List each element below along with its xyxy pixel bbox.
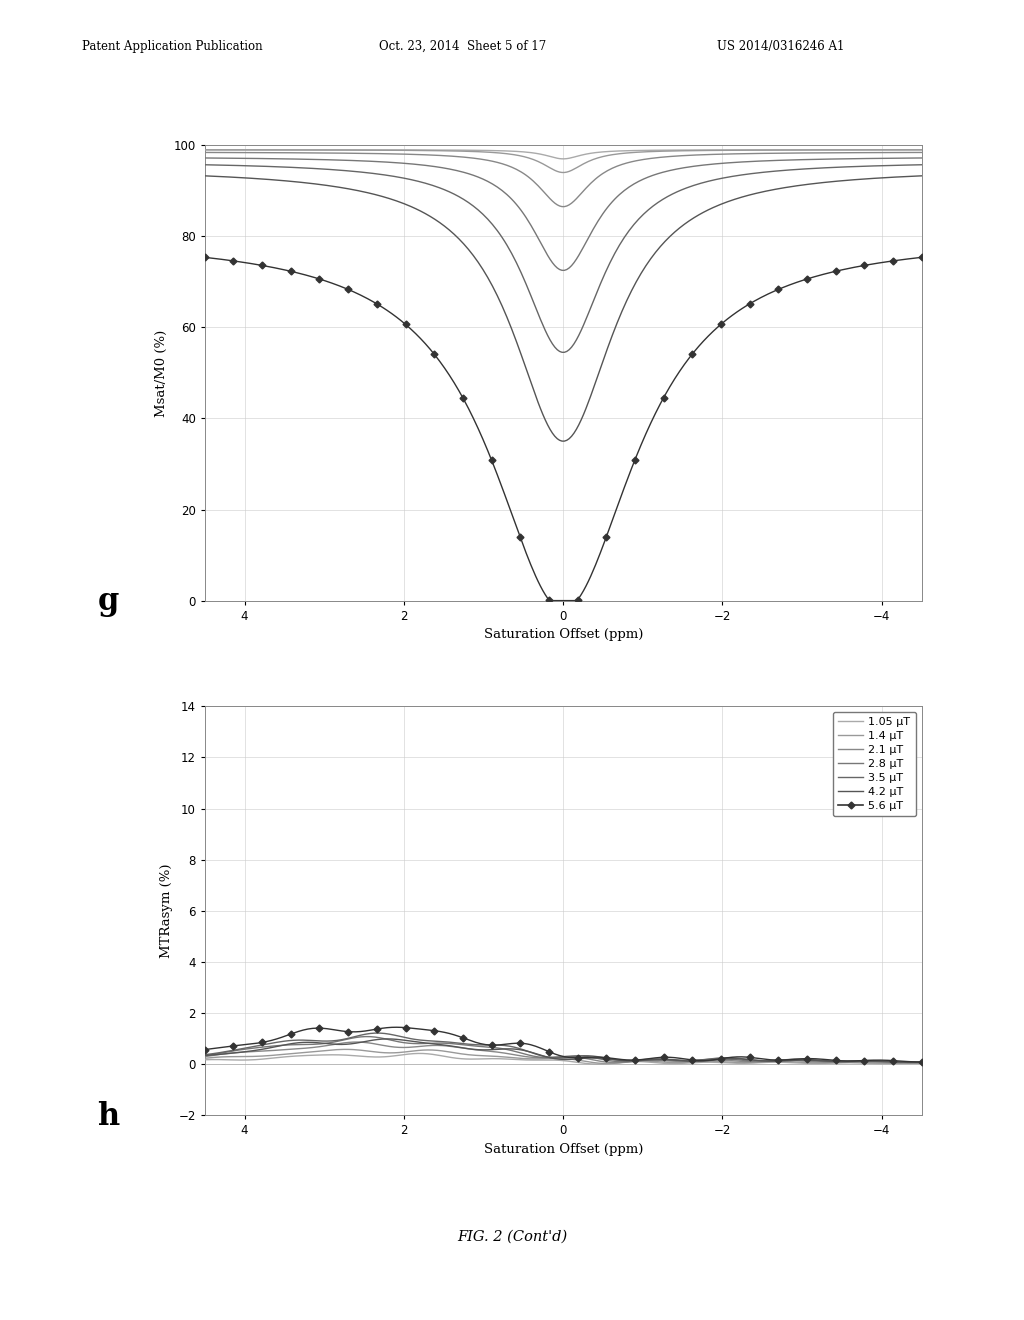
Text: US 2014/0316246 A1: US 2014/0316246 A1 [717, 40, 844, 53]
4.2 μT [626, 1053, 638, 1069]
4.2 μT [915, 1055, 928, 1071]
X-axis label: Saturation Offset (ppm): Saturation Offset (ppm) [483, 628, 643, 642]
1.05 μT [201, 1052, 213, 1068]
Line: 3.5 μT: 3.5 μT [205, 1034, 922, 1063]
3.5 μT [903, 1055, 915, 1071]
5.6 μT [805, 1051, 817, 1067]
Text: FIG. 2 (Cont'd): FIG. 2 (Cont'd) [457, 1230, 567, 1243]
3.5 μT [640, 1052, 652, 1068]
4.2 μT [640, 1052, 652, 1068]
4.2 μT [805, 1052, 817, 1068]
Line: 5.6 μT: 5.6 μT [205, 1027, 922, 1063]
Y-axis label: MTRasym (%): MTRasym (%) [160, 863, 173, 958]
3.5 μT [372, 1026, 384, 1041]
3.5 μT [628, 1052, 640, 1068]
1.4 μT [628, 1053, 640, 1069]
1.4 μT [642, 1053, 654, 1069]
2.8 μT [201, 1048, 213, 1064]
1.4 μT [201, 1051, 213, 1067]
1.4 μT [199, 1051, 211, 1067]
2.8 μT [851, 1053, 863, 1069]
2.1 μT [851, 1053, 863, 1069]
1.05 μT [415, 1045, 427, 1061]
Line: 2.8 μT: 2.8 μT [205, 1036, 922, 1063]
2.1 μT [626, 1053, 638, 1069]
Legend: 1.05 μT, 1.4 μT, 2.1 μT, 2.8 μT, 3.5 μT, 4.2 μT, 5.6 μT: 1.05 μT, 1.4 μT, 2.1 μT, 2.8 μT, 3.5 μT,… [833, 711, 916, 816]
3.5 μT [201, 1047, 213, 1063]
4.2 μT [628, 1053, 640, 1069]
5.6 μT [915, 1055, 928, 1071]
5.6 μT [851, 1053, 863, 1069]
2.8 μT [805, 1053, 817, 1069]
1.05 μT [915, 1056, 928, 1072]
Line: 1.05 μT: 1.05 μT [205, 1053, 922, 1064]
2.8 μT [361, 1028, 374, 1044]
2.1 μT [915, 1055, 928, 1071]
2.1 μT [349, 1034, 361, 1049]
5.6 μT [626, 1052, 638, 1068]
3.5 μT [626, 1052, 638, 1068]
3.5 μT [805, 1052, 817, 1068]
2.1 μT [805, 1053, 817, 1069]
X-axis label: Saturation Offset (ppm): Saturation Offset (ppm) [483, 1143, 643, 1156]
Text: g: g [97, 586, 119, 616]
5.6 μT [201, 1041, 213, 1057]
4.2 μT [201, 1047, 213, 1063]
2.8 μT [640, 1052, 652, 1068]
2.1 μT [201, 1048, 213, 1064]
Text: h: h [97, 1101, 120, 1131]
1.05 μT [592, 1056, 604, 1072]
5.6 μT [390, 1019, 402, 1035]
3.5 μT [851, 1053, 863, 1069]
2.1 μT [628, 1053, 640, 1069]
Text: Oct. 23, 2014  Sheet 5 of 17: Oct. 23, 2014 Sheet 5 of 17 [379, 40, 546, 53]
5.6 μT [640, 1051, 652, 1067]
1.4 μT [853, 1055, 865, 1071]
3.5 μT [199, 1047, 211, 1063]
4.2 μT [199, 1048, 211, 1064]
1.05 μT [853, 1055, 865, 1071]
1.05 μT [199, 1052, 211, 1068]
2.8 μT [899, 1055, 911, 1071]
4.2 μT [381, 1031, 393, 1047]
2.8 μT [915, 1055, 928, 1071]
2.8 μT [626, 1053, 638, 1069]
1.05 μT [630, 1053, 642, 1069]
1.05 μT [808, 1056, 820, 1072]
2.1 μT [640, 1052, 652, 1068]
5.6 μT [199, 1041, 211, 1057]
1.05 μT [642, 1055, 654, 1071]
1.4 μT [630, 1053, 642, 1069]
Line: 1.4 μT: 1.4 μT [205, 1049, 922, 1064]
Line: 4.2 μT: 4.2 μT [205, 1039, 922, 1063]
4.2 μT [910, 1055, 923, 1071]
3.5 μT [915, 1055, 928, 1071]
Text: Patent Application Publication: Patent Application Publication [82, 40, 262, 53]
4.2 μT [851, 1053, 863, 1069]
Line: 2.1 μT: 2.1 μT [205, 1041, 922, 1063]
1.4 μT [601, 1056, 613, 1072]
1.4 μT [340, 1041, 352, 1057]
2.8 μT [628, 1053, 640, 1069]
2.1 μT [894, 1055, 906, 1071]
1.4 μT [915, 1055, 928, 1071]
5.6 μT [628, 1052, 640, 1068]
2.8 μT [199, 1048, 211, 1064]
2.1 μT [199, 1049, 211, 1065]
1.05 μT [628, 1053, 640, 1069]
1.4 μT [808, 1055, 820, 1071]
Y-axis label: Msat/M0 (%): Msat/M0 (%) [155, 329, 168, 417]
